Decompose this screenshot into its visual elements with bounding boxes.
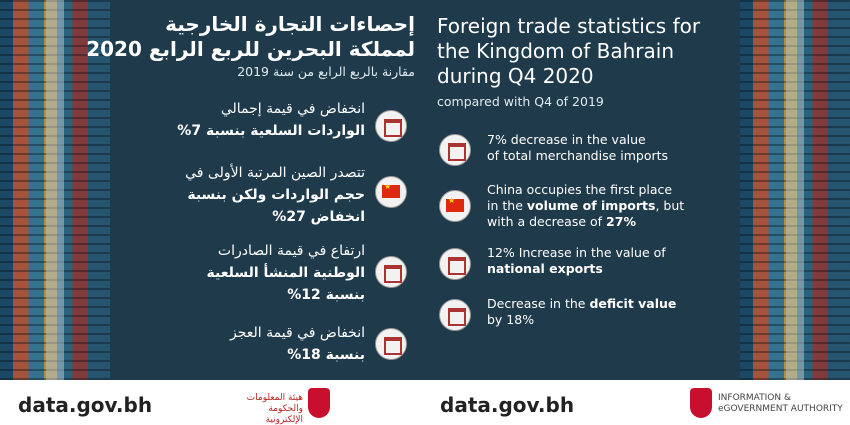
title-line: Foreign trade statistics for <box>437 14 701 38</box>
item-line: انخفاض 27% <box>185 206 365 228</box>
icon-glyph <box>448 257 466 275</box>
item-bold: بنسبة 12% <box>287 287 365 303</box>
item-line: Decrease in the deficit value <box>487 296 676 312</box>
item-text: تتصدر الصين المرتبة الأولى في <box>185 165 365 181</box>
title-line: لمملكة البحرين للربع الرابع 2020 <box>86 37 415 61</box>
logo-line: eGOVERNMENT AUTHORITY <box>718 404 843 414</box>
item-bold: الواردات السلعية بنسبة 7% <box>177 123 365 139</box>
item-line: in the volume of imports, but <box>487 198 684 214</box>
item-bold: deficit value <box>589 296 677 311</box>
item: Decrease in the deficit value by 18% <box>487 296 676 328</box>
item-text: merchandise imports <box>535 148 669 163</box>
icon <box>439 299 471 331</box>
logo-line: هيئة المعلومات <box>246 393 303 403</box>
title: إحصاءات التجارة الخارجية لمملكة البحرين … <box>86 12 415 62</box>
item-text: ارتفاع في قيمة الصادرات <box>217 243 365 259</box>
item-line: 12% Increase in the value of <box>487 245 666 261</box>
item: ارتفاع في قيمة الصادرات الوطنية المنشأ ال… <box>207 240 365 306</box>
item-line: ارتفاع في قيمة الصادرات <box>207 240 365 262</box>
english-panel: Foreign trade statistics for the Kingdom… <box>425 0 850 380</box>
item-line: China occupies the first place <box>487 182 684 198</box>
icon <box>375 110 407 142</box>
item-line: الوطنية المنشأ السلعية <box>207 262 365 284</box>
item-line: حجم الواردات ولكن بنسبة <box>185 184 365 206</box>
item: China occupies the first place in the vol… <box>487 182 684 230</box>
item-line: بنسبة 18% <box>230 344 365 366</box>
item-line: with a decrease of 27% <box>487 214 684 230</box>
icon-glyph <box>448 308 466 326</box>
item: تتصدر الصين المرتبة الأولى في حجم الواردا… <box>185 162 365 228</box>
item-line: of total merchandise imports <box>487 148 668 164</box>
item-line: by 18% <box>487 312 676 328</box>
item-bold: 27% <box>606 214 636 229</box>
item-text: Decrease in the <box>487 296 590 311</box>
logo-text: هيئة المعلومات والحكومة الإلكترونية <box>235 393 303 425</box>
item: انخفاض في قيمة العجز بنسبة 18% <box>230 322 365 366</box>
subtitle: compared with Q4 of 2019 <box>437 94 604 109</box>
site-link[interactable]: data.gov.bh <box>440 393 575 417</box>
title-line: إحصاءات التجارة الخارجية <box>165 12 415 36</box>
item-line: national exports <box>487 261 666 277</box>
ship-image <box>0 0 110 380</box>
item-bold: انخفاض 27% <box>272 209 365 225</box>
icon <box>439 190 471 222</box>
item-bold: national exports <box>487 261 603 276</box>
title-line: during Q4 2020 <box>437 64 594 88</box>
logo-mark <box>308 388 330 418</box>
arabic-panel: إحصاءات التجارة الخارجية لمملكة البحرين … <box>0 0 425 380</box>
item: 12% Increase in the value of national exp… <box>487 245 666 277</box>
title: Foreign trade statistics for the Kingdom… <box>437 14 700 89</box>
icon-glyph <box>384 119 402 137</box>
item: 7% decrease in the value of total merchan… <box>487 132 668 164</box>
item-text: with a decrease of <box>487 214 607 229</box>
item-text: 12% Increase in the value of <box>487 245 666 260</box>
item-text: of total <box>487 148 536 163</box>
icon-glyph <box>384 337 402 355</box>
item-line: انخفاض في قيمة إجمالي <box>177 98 365 120</box>
logo-text: INFORMATION & eGOVERNMENT AUTHORITY <box>718 393 843 415</box>
item-text: China occupies the first place <box>487 182 673 197</box>
item-line: انخفاض في قيمة العجز <box>230 322 365 344</box>
item-bold: بنسبة 18% <box>287 347 365 363</box>
item-bold: حجم الواردات ولكن بنسبة <box>187 187 365 203</box>
ship-image <box>740 0 850 380</box>
logo-line: INFORMATION & <box>718 393 791 403</box>
icon <box>439 134 471 166</box>
icon <box>375 176 407 208</box>
icon-glyph <box>384 265 402 283</box>
site-link[interactable]: data.gov.bh <box>18 393 153 417</box>
item-line: تتصدر الصين المرتبة الأولى في <box>185 162 365 184</box>
flag <box>382 182 400 198</box>
icon <box>375 328 407 360</box>
logo-mark <box>690 388 712 418</box>
item-text: انخفاض في قيمة العجز <box>230 325 365 341</box>
item-bold: volume of imports <box>526 198 656 213</box>
icon <box>439 248 471 280</box>
title-line: the Kingdom of Bahrain <box>437 39 674 63</box>
item-line: بنسبة 12% <box>207 284 365 306</box>
item-bold: الوطنية المنشأ السلعية <box>206 265 365 281</box>
item-text: by 18% <box>487 312 535 327</box>
item-line: 7% decrease in the value <box>487 132 668 148</box>
item-line: الواردات السلعية بنسبة 7% <box>177 120 365 142</box>
item-text: انخفاض في قيمة إجمالي <box>220 101 365 117</box>
item-text: in the <box>487 198 527 213</box>
icon <box>375 256 407 288</box>
item-text: , but <box>655 198 685 213</box>
flag <box>446 196 464 212</box>
logo-line: والحكومة الإلكترونية <box>265 404 303 425</box>
item-text: 7% decrease in the value <box>487 132 646 147</box>
item: انخفاض في قيمة إجمالي الواردات السلعية بن… <box>177 98 365 142</box>
subtitle: مقارنة بالربع الرابع من سنة 2019 <box>237 64 415 79</box>
icon-glyph <box>448 143 466 161</box>
